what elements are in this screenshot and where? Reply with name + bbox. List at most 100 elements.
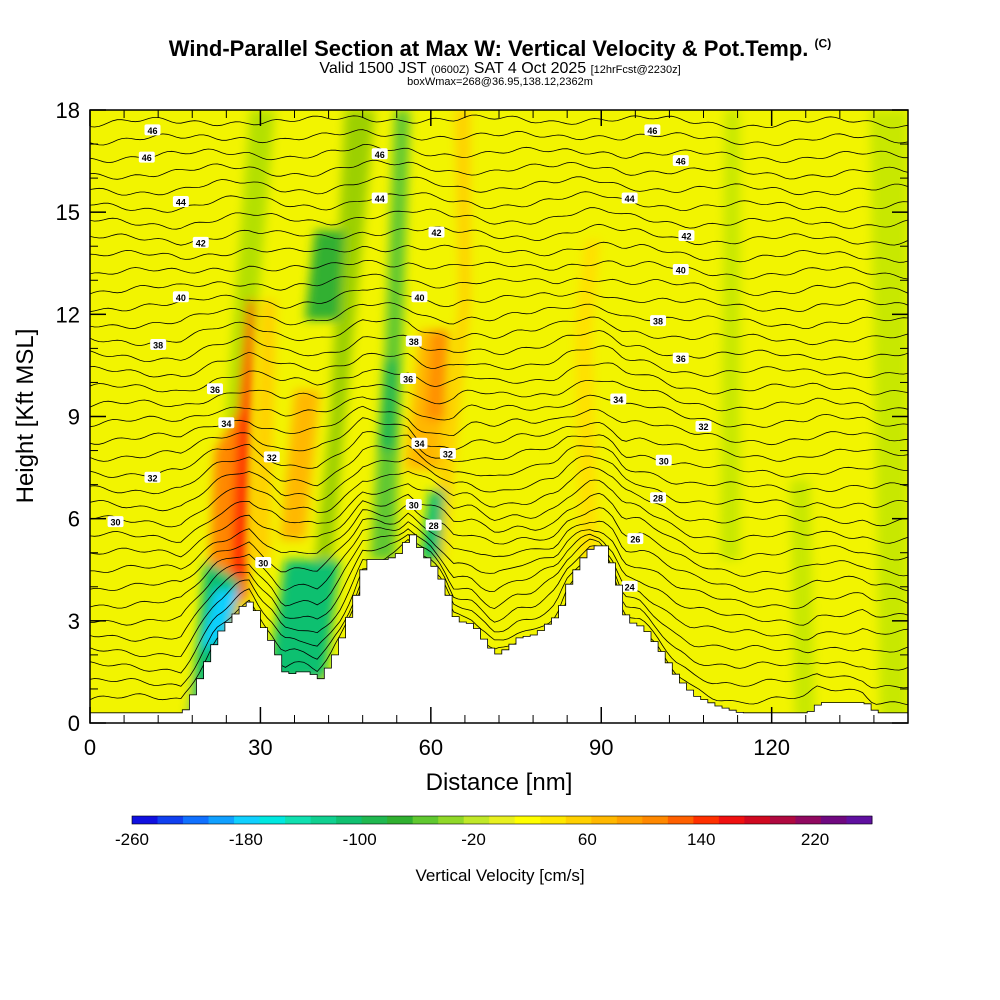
- isentrope-line: [90, 431, 908, 478]
- y-tick-label: 0: [68, 711, 80, 736]
- contour-label: 34: [218, 417, 235, 429]
- contour-labels: 46 46 44 42 40 38 36 34 32 32 30 30 46 44 42 40 38 36 34 32…: [107, 124, 712, 592]
- x-axis-label: Distance [nm]: [426, 769, 573, 796]
- contour-label-bg: [172, 195, 189, 207]
- contour-label-bg: [144, 124, 161, 136]
- isentrope-line: [90, 259, 908, 280]
- contour-label-text: 28: [653, 494, 663, 504]
- isentrope-line: [90, 538, 908, 658]
- colorbar-swatch: [234, 816, 261, 824]
- contour-label-bg: [400, 373, 417, 385]
- valid-time-line: Valid 1500 JST (0600Z) SAT 4 Oct 2025 [1…: [0, 60, 1000, 78]
- contour-label: 40: [411, 291, 428, 303]
- contour-label-bg: [678, 230, 695, 242]
- contour-label: 34: [411, 437, 428, 449]
- contour-label: 46: [138, 151, 155, 163]
- colorbar: -260 -180 -100 -20 60 140 220: [115, 815, 873, 849]
- chart-title: Wind-Parallel Section at Max W: Vertical…: [0, 36, 1000, 62]
- contour-label-text: 42: [681, 232, 691, 242]
- contour-label: 30: [405, 499, 422, 511]
- updraft-band: [280, 390, 320, 540]
- colorbar-swatch: [540, 816, 567, 824]
- contour-label-text: 32: [443, 449, 453, 459]
- contour-label: 34: [610, 393, 627, 405]
- contour-label-text: 46: [676, 157, 686, 167]
- isentrope-line: [90, 207, 908, 230]
- colorbar-swatch: [514, 816, 541, 824]
- colorbar-swatch: [693, 816, 720, 824]
- downdraft-band: [720, 110, 740, 560]
- forecast-info: [12hrFcst@2230z]: [590, 64, 681, 76]
- colorbar-swatch: [310, 816, 337, 824]
- contour-label: 38: [405, 335, 422, 347]
- contour-label-bg: [192, 236, 209, 248]
- contour-label-text: 38: [409, 337, 419, 347]
- isentrope-line: [90, 479, 908, 544]
- contour-label: 38: [650, 315, 667, 327]
- contour-label: 36: [400, 373, 417, 385]
- contour-label-bg: [411, 291, 428, 303]
- isentrope-line: [90, 143, 908, 164]
- contour-label-bg: [107, 516, 124, 528]
- contour-label-text: 44: [176, 197, 186, 207]
- contour-label: 42: [192, 236, 209, 248]
- contour-label-bg: [206, 383, 223, 395]
- contour-label: 24: [621, 580, 638, 592]
- isentrope-line: [90, 528, 908, 626]
- isentrope-line: [90, 302, 908, 330]
- x-tick-label: 0: [84, 735, 96, 760]
- colorbar-swatch: [259, 816, 286, 824]
- chart-title-text: Wind-Parallel Section at Max W: Vertical…: [168, 36, 809, 61]
- contour-label-bg: [672, 352, 689, 364]
- isentrope-line: [90, 394, 908, 428]
- y-tick-label: 12: [56, 302, 80, 327]
- y-tick-label: 6: [68, 507, 80, 532]
- colorbar-tick-label: 140: [687, 830, 715, 849]
- downdraft-band: [300, 110, 375, 700]
- colorbar-swatch: [336, 816, 363, 824]
- contour-label-bg: [672, 155, 689, 167]
- isentrope-line: [90, 512, 908, 593]
- colorbar-swatch: [769, 816, 796, 824]
- x-tick-label: 30: [248, 735, 272, 760]
- colorbar-tick-label: -20: [461, 830, 486, 849]
- contour-label-bg: [172, 291, 189, 303]
- contour-label-bg: [405, 335, 422, 347]
- contour-label-text: 36: [210, 385, 220, 395]
- contour-label-bg: [371, 148, 388, 160]
- terrain-outline: [90, 534, 908, 714]
- contour-label-bg: [627, 533, 644, 545]
- isentrope-line: [90, 379, 908, 412]
- isentrope-line: [90, 552, 908, 689]
- y-tick-label: 18: [56, 98, 80, 123]
- colorbar-tick-label: -180: [229, 830, 263, 849]
- colorbar-swatch: [463, 816, 490, 824]
- isentrope-line: [90, 544, 908, 674]
- contour-label-bg: [650, 492, 667, 504]
- contour-label: 38: [150, 338, 167, 350]
- contour-label-bg: [138, 151, 155, 163]
- contour-label-bg: [650, 315, 667, 327]
- isentrope-line: [90, 241, 908, 263]
- contour-label-text: 40: [676, 266, 686, 276]
- contour-label-bg: [428, 226, 445, 238]
- contour-label-text: 34: [221, 419, 231, 429]
- isentrope-line: [90, 492, 908, 561]
- contour-label-text: 40: [414, 293, 424, 303]
- isentrope-line: [90, 362, 908, 396]
- contour-label: 46: [371, 148, 388, 160]
- contour-label: 30: [655, 454, 672, 466]
- isentrope-line: [90, 503, 908, 577]
- contour-label-bg: [655, 454, 672, 466]
- contour-label-text: 32: [267, 453, 277, 463]
- contour-label-bg: [439, 447, 456, 459]
- contour-label: 32: [144, 471, 161, 483]
- contour-label: 44: [172, 195, 189, 207]
- contour-label: 36: [206, 383, 223, 395]
- contour-label: 32: [695, 420, 712, 432]
- isentrope-line: [90, 273, 908, 296]
- updraft-core: [230, 300, 254, 600]
- contour-label-bg: [411, 437, 428, 449]
- colorbar-swatch: [183, 816, 210, 824]
- contour-label-bg: [621, 580, 638, 592]
